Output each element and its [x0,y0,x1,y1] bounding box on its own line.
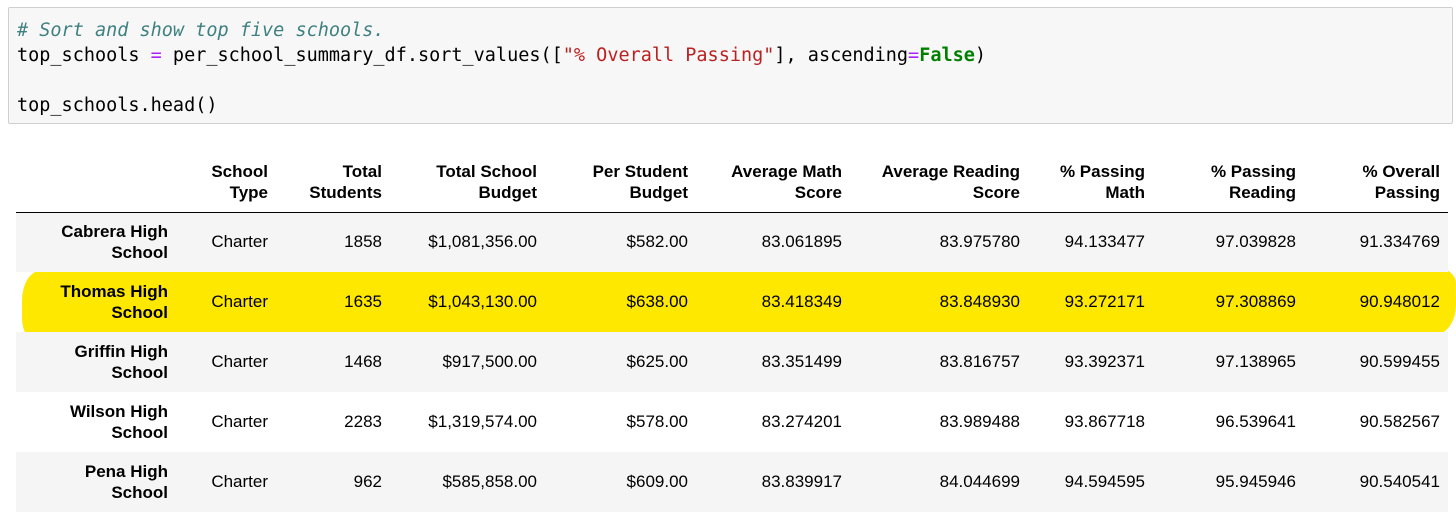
table-cell: Charter [211,412,268,431]
table-row: Wilson High School Charter 2283 $1,319,57… [16,392,1448,452]
table-cell: 94.594595 [1064,472,1145,491]
table-cell: $625.00 [626,352,688,371]
code-line-head: top_schools.head() [17,95,218,116]
table-cell: 1468 [344,352,382,371]
code-comment: # Sort and show top five schools. [17,20,385,41]
table-cell: Charter [211,292,268,311]
table-cell: $1,043,130.00 [428,292,537,311]
code-close-paren: ) [974,45,987,66]
table-cell: 97.039828 [1215,232,1296,252]
table-cell: Charter [211,352,268,371]
table-cell: 83.061895 [761,232,842,252]
table-cell: 83.848930 [939,292,1020,311]
code-line-blank [17,68,1452,93]
table-cell: 90.948012 [1359,292,1440,311]
code-call: per_school_summary_df.sort_values([ [161,45,563,66]
table-cell: $582.00 [626,232,688,252]
table-cell: 97.138965 [1215,352,1296,371]
column-header: Per Student Budget [545,152,696,213]
table-cell: $585,858.00 [442,472,537,491]
table-cell: 83.816757 [939,352,1020,371]
table-cell: $917,500.00 [442,352,537,371]
table-cell: 90.540541 [1359,472,1440,491]
index-header [16,152,176,213]
row-index-label: Griffin High School [74,342,168,382]
table-cell: 83.418349 [761,292,842,311]
table-cell: 94.133477 [1064,232,1145,252]
table-row: Cabrera High School Charter 1858 $1,081,3… [16,212,1448,272]
table-cell: 96.539641 [1215,412,1296,431]
table-cell: 962 [353,472,382,491]
code-assign-op: = [150,45,162,66]
code-cell[interactable]: # Sort and show top five schools. top_sc… [8,7,1453,124]
column-header: Average Math Score [696,152,850,213]
column-header: Total Students [276,152,390,213]
table-cell: Charter [211,232,268,252]
table-cell: 84.044699 [939,472,1020,491]
table-cell: 93.392371 [1064,352,1145,371]
table-cell: 90.582567 [1359,412,1440,431]
row-index-label: Pena High School [84,462,168,502]
table-cell: 83.975780 [939,232,1020,252]
table-cell: 83.839917 [761,472,842,491]
table-cell: 95.945946 [1215,472,1296,491]
table-cell: 2283 [344,412,382,431]
table-cell: $638.00 [626,292,688,311]
row-index-label: Cabrera High School [61,222,168,263]
table-row: Pena High School Charter 962 $585,858.00 … [16,452,1448,512]
column-header: Total School Budget [390,152,545,213]
table-cell: $609.00 [626,472,688,491]
code-kwarg-op: = [908,45,920,66]
code-args: ], ascending [774,45,909,66]
table-cell: 83.989488 [939,412,1020,431]
table-cell: $1,081,356.00 [428,232,537,252]
table-cell: 97.308869 [1215,292,1296,311]
code-var: top_schools [17,45,151,66]
column-header: Average Reading Score [850,152,1028,213]
table-row: Griffin High School Charter 1468 $917,500… [16,332,1448,392]
column-header: School Type [176,152,276,213]
output-area: School Type Total Students Total School Bud… [16,152,1448,512]
table-cell: 93.867718 [1064,412,1145,431]
table-cell: $1,319,574.00 [428,412,537,431]
header-row: School Type Total Students Total School Bud… [16,152,1448,213]
table-cell: Charter [211,472,268,491]
table-cell: 1858 [344,232,382,252]
table-cell: 93.272171 [1064,292,1145,311]
table-cell: 83.351499 [761,352,842,371]
dataframe-table: School Type Total Students Total School Bud… [16,152,1448,512]
code-line-sort: top_schools = per_school_summary_df.sort… [17,43,1452,68]
row-index-label: Thomas High School [60,282,168,322]
table-row-highlighted: Thomas High School Charter 1635 $1,043,13… [16,272,1448,332]
code-line-comment: # Sort and show top five schools. [17,18,1452,43]
table-cell: 1635 [344,292,382,311]
table-cell: $578.00 [626,412,688,431]
column-header: % Passing Reading [1153,152,1304,213]
column-header: % Overall Passing [1304,152,1448,213]
table-cell: 90.599455 [1359,352,1440,371]
code-keyword: False [919,45,975,66]
table-cell: 83.274201 [761,412,842,431]
code-string: "% Overall Passing" [562,45,775,66]
table-cell: 91.334769 [1359,232,1440,252]
row-index-label: Wilson High School [69,402,168,442]
column-header: % Passing Math [1028,152,1153,213]
